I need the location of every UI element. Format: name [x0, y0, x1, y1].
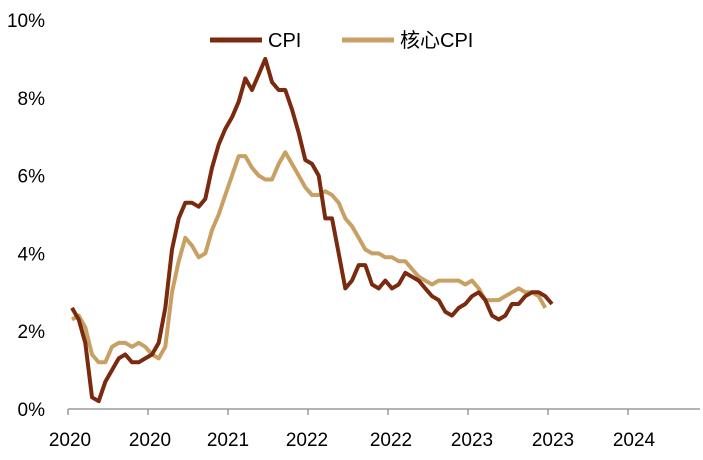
legend-label-core-cpi: 核心CPI — [400, 29, 473, 52]
series-line-core-cpi — [70, 150, 548, 365]
series-line-cpi — [70, 56, 554, 404]
x-axis: 2020 2020 2021 2022 2022 2023 2023 2024 — [49, 408, 700, 451]
x-tick-label: 2021 — [207, 430, 249, 451]
y-tick-label: 10% — [7, 11, 45, 32]
y-tick-label: 6% — [18, 167, 46, 188]
legend-label-cpi: CPI — [268, 30, 301, 52]
y-tick-label: 8% — [18, 89, 46, 110]
x-tick-label: 2024 — [613, 430, 656, 451]
y-tick-label: 0% — [18, 400, 46, 421]
x-tick-label: 2022 — [370, 430, 412, 451]
x-tick-label: 2023 — [451, 430, 493, 451]
x-tick-label: 2020 — [49, 430, 91, 451]
series-layer — [70, 56, 554, 404]
y-tick-label: 4% — [18, 244, 46, 265]
x-tick-label: 2023 — [532, 430, 574, 451]
y-tick-label: 2% — [18, 322, 46, 343]
y-axis-tick-labels: 0% 2% 4% 6% 8% 10% — [7, 11, 45, 421]
x-tick-label: 2022 — [286, 430, 328, 451]
legend: CPI 核心CPI — [210, 29, 473, 52]
x-tick-label: 2020 — [129, 430, 171, 451]
